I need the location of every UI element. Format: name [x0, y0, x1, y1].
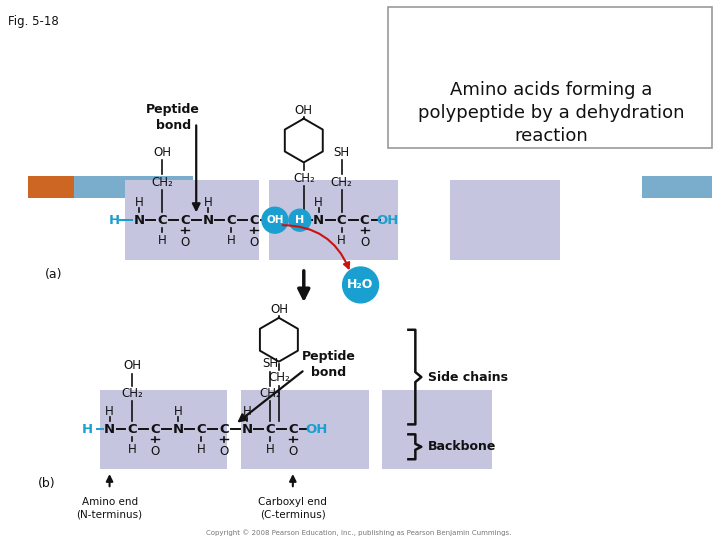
Circle shape: [343, 267, 379, 303]
Text: N: N: [173, 423, 184, 436]
Text: OH: OH: [153, 146, 171, 159]
Text: C: C: [288, 423, 297, 436]
Text: C: C: [197, 423, 206, 436]
Text: H: H: [109, 214, 120, 227]
Text: O: O: [150, 445, 160, 458]
Text: H: H: [174, 405, 183, 418]
Text: OH: OH: [294, 104, 312, 117]
Text: CH₂: CH₂: [122, 387, 143, 400]
Bar: [450, 180, 559, 260]
Text: C: C: [360, 214, 369, 227]
Text: H: H: [197, 443, 206, 456]
Text: N: N: [134, 214, 145, 227]
Text: H₂O: H₂O: [347, 279, 374, 292]
Text: OH: OH: [270, 303, 288, 316]
Text: CH₂: CH₂: [293, 172, 315, 185]
Text: OH: OH: [377, 214, 399, 227]
Text: N: N: [202, 214, 214, 227]
Bar: [389, 7, 712, 149]
Text: O: O: [249, 235, 258, 248]
Bar: [28, 177, 73, 198]
Text: H: H: [266, 443, 274, 456]
Text: C: C: [150, 423, 160, 436]
Text: C: C: [127, 423, 138, 436]
Circle shape: [289, 209, 311, 231]
Text: H: H: [135, 196, 144, 209]
Text: Peptide
bond: Peptide bond: [302, 350, 356, 379]
Text: CH₂: CH₂: [330, 176, 353, 189]
Text: Amino end
(N-terminus): Amino end (N-terminus): [76, 497, 143, 519]
Text: H: H: [243, 405, 251, 418]
Text: C: C: [220, 423, 229, 436]
Text: Fig. 5-18: Fig. 5-18: [8, 15, 59, 28]
Text: Amino acids forming a
polypeptide by a dehydration
reaction: Amino acids forming a polypeptide by a d…: [418, 81, 684, 145]
Text: O: O: [288, 445, 297, 458]
Text: C: C: [249, 214, 258, 227]
Text: H: H: [105, 405, 114, 418]
Text: H: H: [315, 196, 323, 209]
Text: H: H: [227, 234, 235, 247]
Text: O: O: [360, 235, 369, 248]
Circle shape: [262, 207, 288, 233]
Text: (b): (b): [38, 477, 55, 490]
Bar: [382, 389, 492, 469]
Text: C: C: [265, 423, 275, 436]
Text: (a): (a): [45, 268, 63, 281]
Bar: [73, 177, 193, 198]
Text: N: N: [313, 214, 324, 227]
Text: N: N: [104, 423, 115, 436]
Text: N: N: [241, 423, 253, 436]
Text: H: H: [128, 443, 137, 456]
Text: OH: OH: [305, 423, 328, 436]
Text: H: H: [204, 196, 212, 209]
Text: SH: SH: [333, 146, 350, 159]
Text: H: H: [158, 234, 167, 247]
Text: H: H: [82, 423, 93, 436]
Bar: [99, 389, 227, 469]
Text: SH: SH: [262, 357, 278, 370]
Text: Copyright © 2008 Pearson Education, Inc., publishing as Pearson Benjamin Cumming: Copyright © 2008 Pearson Education, Inc.…: [206, 529, 511, 536]
Text: CH₂: CH₂: [268, 371, 289, 384]
Text: O: O: [220, 445, 229, 458]
Text: Backbone: Backbone: [428, 440, 497, 453]
Text: Carboxyl end
(C-terminus): Carboxyl end (C-terminus): [258, 497, 328, 519]
Text: H: H: [295, 215, 305, 225]
Text: Side chains: Side chains: [428, 370, 508, 383]
Bar: [642, 177, 712, 198]
Text: OH: OH: [123, 359, 141, 372]
Bar: [269, 180, 398, 260]
Text: C: C: [337, 214, 346, 227]
Text: CH₂: CH₂: [151, 176, 174, 189]
Text: C: C: [226, 214, 236, 227]
Text: Peptide
bond: Peptide bond: [146, 103, 200, 132]
Text: CH₂: CH₂: [259, 387, 281, 400]
Text: O: O: [181, 235, 190, 248]
Text: H: H: [337, 234, 346, 247]
Text: OH: OH: [266, 215, 284, 225]
Text: C: C: [158, 214, 167, 227]
Text: C: C: [181, 214, 190, 227]
Bar: [241, 389, 369, 469]
Bar: [125, 180, 259, 260]
